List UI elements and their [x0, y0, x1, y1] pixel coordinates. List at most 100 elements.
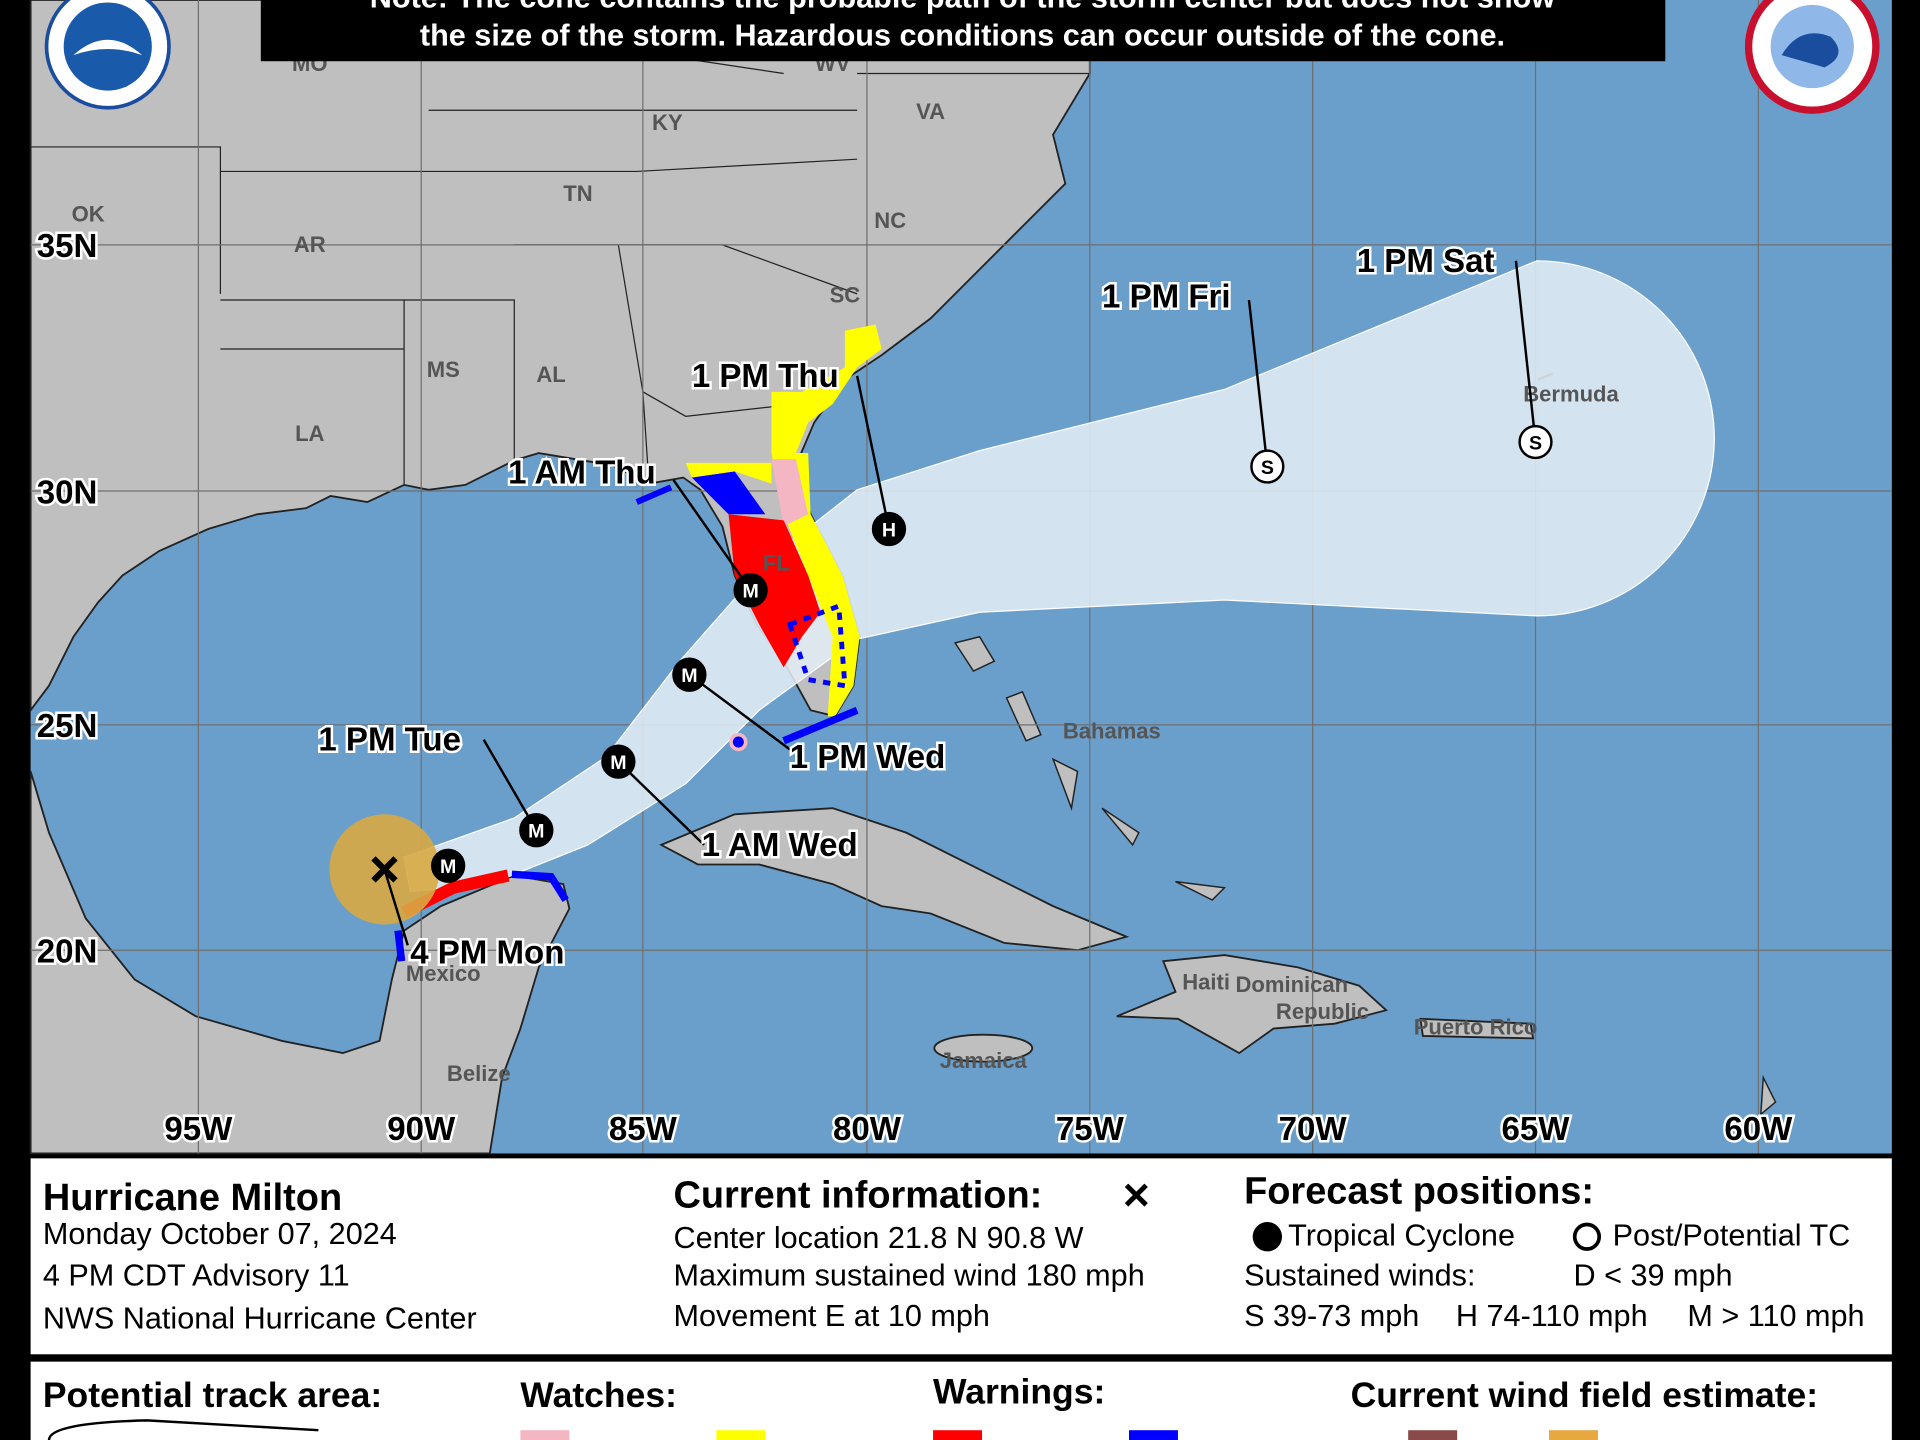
storm-advisory: 4 PM CDT Advisory 11	[43, 1259, 350, 1293]
watch-trop-storm-ga	[771, 324, 882, 454]
lat-label: 30N	[37, 474, 98, 511]
place-label: Belize	[447, 1061, 511, 1086]
forecast-time: 1 PM Wed	[790, 739, 945, 776]
place-label: Jamaica	[940, 1048, 1028, 1073]
swatch-ts-watch	[716, 1430, 766, 1440]
current-x-symbol	[1124, 1183, 1148, 1207]
watch-trop-storm-north	[685, 462, 772, 484]
storm-date: Monday October 07, 2024	[43, 1217, 397, 1251]
forecast-intensity: M	[742, 581, 758, 603]
label-leader	[1247, 299, 1269, 467]
forecast-marker	[431, 848, 466, 883]
swatch-ts-wind	[1548, 1430, 1598, 1440]
place-label: KY	[652, 110, 683, 135]
forecast-key-title: Forecast positions:	[1244, 1171, 1594, 1213]
place-label: Bahamas	[1063, 718, 1161, 743]
current-position	[371, 856, 398, 883]
label-leader	[688, 673, 791, 751]
legend-warnings: Warnings:	[933, 1371, 1105, 1411]
label-leader	[482, 738, 538, 831]
swatch-hurricane-watch	[520, 1430, 570, 1440]
forecast-intensity: M	[440, 856, 456, 878]
key-ptc-dot	[1572, 1222, 1602, 1251]
forecast-time: 1 AM Thu	[508, 455, 655, 492]
lat-label: 35N	[37, 228, 98, 265]
forecast-intensity: S	[1261, 457, 1274, 479]
lon-label: 60W	[1724, 1111, 1793, 1148]
forecast-time: 1 AM Wed	[702, 827, 858, 864]
forecast-marker	[733, 573, 768, 608]
key-tc-dot	[1252, 1222, 1283, 1252]
forecast-time: 4 PM Mon	[410, 935, 564, 972]
lat-label: 25N	[37, 708, 98, 745]
place-label: VA	[916, 99, 945, 124]
lon-label: 95W	[164, 1111, 233, 1148]
label-leader	[1514, 260, 1537, 443]
place-label: NC	[874, 208, 906, 233]
swatch-hurricane-warning	[933, 1430, 983, 1440]
swatch-ts-warning	[1128, 1430, 1178, 1440]
key-wind: M > 110 mph	[1687, 1299, 1864, 1333]
place-label: AL	[536, 362, 565, 387]
label-leader	[672, 479, 752, 591]
forecast-time: 1 PM Tue	[318, 722, 461, 759]
place-label: OK	[72, 202, 105, 227]
forecast-marker	[672, 657, 707, 692]
land-islands	[953, 635, 1777, 1116]
key-tc: Tropical Cyclone	[1288, 1218, 1515, 1252]
current-title: Current information:	[673, 1174, 1042, 1216]
warning-keys	[782, 706, 859, 745]
place-label: MS	[427, 357, 460, 382]
legend-cone-swatch	[47, 1419, 319, 1440]
legend-panel	[30, 1361, 1892, 1440]
place-label: Mexico	[406, 961, 481, 986]
track: 4 PM Mon M 1 PM Tue M 1 AM Wed M 1 PM Wed M 1 AM…	[316, 240, 1553, 974]
land-hispaniola	[1116, 954, 1388, 1055]
watch-hurricane	[771, 459, 809, 527]
warning-trop-storm	[691, 471, 766, 515]
key-ptc: Post/Potential TC	[1613, 1218, 1851, 1252]
land-us	[29, 0, 1091, 718]
forecast-intensity: M	[528, 821, 544, 843]
label-leader	[855, 375, 891, 530]
place-label: Bermuda	[1523, 382, 1619, 407]
place-label: FL	[763, 551, 790, 576]
place-label: Republic	[1276, 999, 1369, 1024]
note-line: the size of the storm. Hazardous conditi…	[420, 18, 1505, 52]
label-leader	[383, 869, 409, 946]
key-wind: D < 39 mph	[1573, 1259, 1732, 1293]
legend-wind-field: Current wind field estimate:	[1351, 1375, 1818, 1415]
storm-center: NWS National Hurricane Center	[43, 1302, 477, 1336]
land-puerto-rico	[1419, 1017, 1535, 1040]
forecast-marker	[871, 511, 907, 547]
forecast-cone	[403, 260, 1715, 893]
warning-yucatan-west	[394, 930, 406, 962]
noaa-logo-bird	[73, 39, 143, 56]
forecast-marker	[1518, 424, 1553, 460]
legend-track-area: Potential track area:	[43, 1375, 382, 1415]
lon-label: 85W	[609, 1111, 678, 1148]
place-label: SC	[830, 282, 861, 307]
lon-label: 80W	[833, 1111, 902, 1148]
forecast-intensity: M	[681, 665, 697, 687]
forecast-intensity: S	[1529, 432, 1542, 454]
note-line: Note: The cone contains the probable pat…	[370, 0, 1556, 14]
current-line: Movement E at 10 mph	[673, 1299, 989, 1333]
key-wind: H 74-110 mph	[1456, 1299, 1648, 1333]
warning-island	[729, 732, 748, 752]
place-label: AR	[294, 232, 326, 257]
warning-hurricane	[728, 514, 821, 668]
forecast-intensity: M	[610, 752, 626, 774]
key-winds-title: Sustained winds:	[1244, 1259, 1475, 1293]
forecast-time: 1 PM Fri	[1102, 278, 1231, 315]
forecast-marker	[601, 744, 636, 779]
forecast-marker	[519, 813, 554, 848]
nws-logo-cloud	[1781, 33, 1839, 68]
lon-label: 75W	[1056, 1111, 1125, 1148]
forecast-marker	[1250, 449, 1285, 484]
place-label: Haiti	[1182, 969, 1230, 994]
lon-label: 70W	[1279, 1111, 1348, 1148]
